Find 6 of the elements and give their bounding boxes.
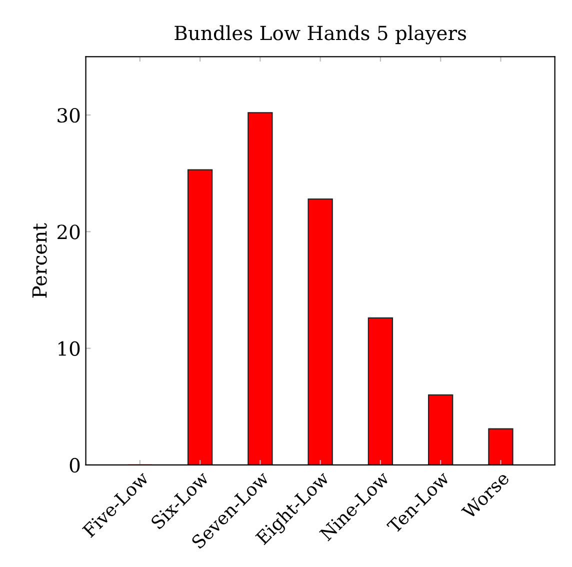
y-tick-label: 30 xyxy=(58,108,80,123)
y-tick-label: 20 xyxy=(58,224,80,240)
y-axis-title: Percent xyxy=(32,223,47,298)
chart-title: Bundles Low Hands 5 players xyxy=(174,25,466,44)
y-tick-label: 0 xyxy=(70,458,80,473)
y-tick-label: 10 xyxy=(58,341,80,356)
